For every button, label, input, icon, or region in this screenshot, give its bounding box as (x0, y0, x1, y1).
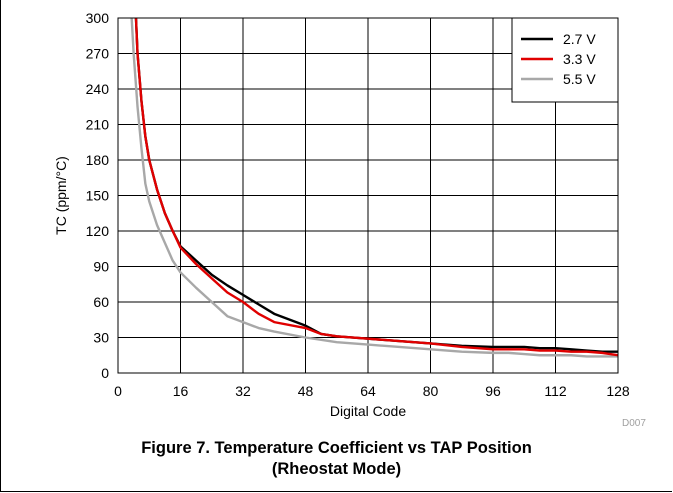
y-tick-label: 210 (86, 117, 110, 133)
y-axis-label: TC (ppm/°C) (53, 156, 69, 235)
legend-label: 5.5 V (563, 71, 596, 87)
y-tick-label: 180 (86, 152, 110, 168)
y-tick-label: 300 (86, 10, 110, 26)
x-tick-label: 0 (114, 383, 122, 399)
x-tick-labels: 0 16 32 48 64 80 96 112 128 (114, 383, 630, 399)
y-tick-label: 0 (101, 365, 109, 381)
x-tick-label: 112 (544, 383, 567, 399)
plot-border (117, 17, 619, 374)
series-layer (130, 18, 618, 358)
series-line-5-5-v (130, 18, 618, 358)
x-tick-label: 48 (298, 383, 314, 399)
caption-line-2: (Rheostat Mode) (271, 460, 402, 478)
legend-label: 2.7 V (563, 31, 596, 47)
x-tick-label: 32 (235, 383, 251, 399)
figure-id-watermark: D007 (622, 418, 646, 429)
figure-caption: Figure 7. Temperature Coefficient vs TAP… (0, 438, 673, 480)
y-tick-label: 240 (86, 81, 110, 97)
x-tick-label: 128 (606, 383, 630, 399)
y-tick-label: 60 (93, 294, 109, 310)
x-tick-label: 16 (173, 383, 189, 399)
x-tick-label: 80 (423, 383, 439, 399)
chart: 0 30 60 90 120 150 180 210 240 270 300 0 16 32 48 64 80… (53, 10, 630, 419)
y-tick-labels: 0 30 60 90 120 150 180 210 240 270 300 (86, 10, 110, 381)
series-line-3-3-v (134, 18, 618, 357)
y-tick-label: 150 (86, 188, 110, 204)
x-tick-label: 64 (360, 383, 376, 399)
legend-label: 3.3 V (563, 51, 596, 67)
x-axis-label: Digital Code (330, 403, 406, 419)
y-tick-label: 270 (86, 46, 110, 62)
y-tick-label: 90 (93, 259, 109, 275)
x-tick-label: 96 (485, 383, 501, 399)
y-tick-label: 30 (93, 330, 109, 346)
caption-line-1: Figure 7. Temperature Coefficient vs TAP… (141, 439, 532, 457)
y-tick-label: 120 (86, 223, 110, 239)
legend: 2.7 V 3.3 V 5.5 V (511, 17, 619, 103)
